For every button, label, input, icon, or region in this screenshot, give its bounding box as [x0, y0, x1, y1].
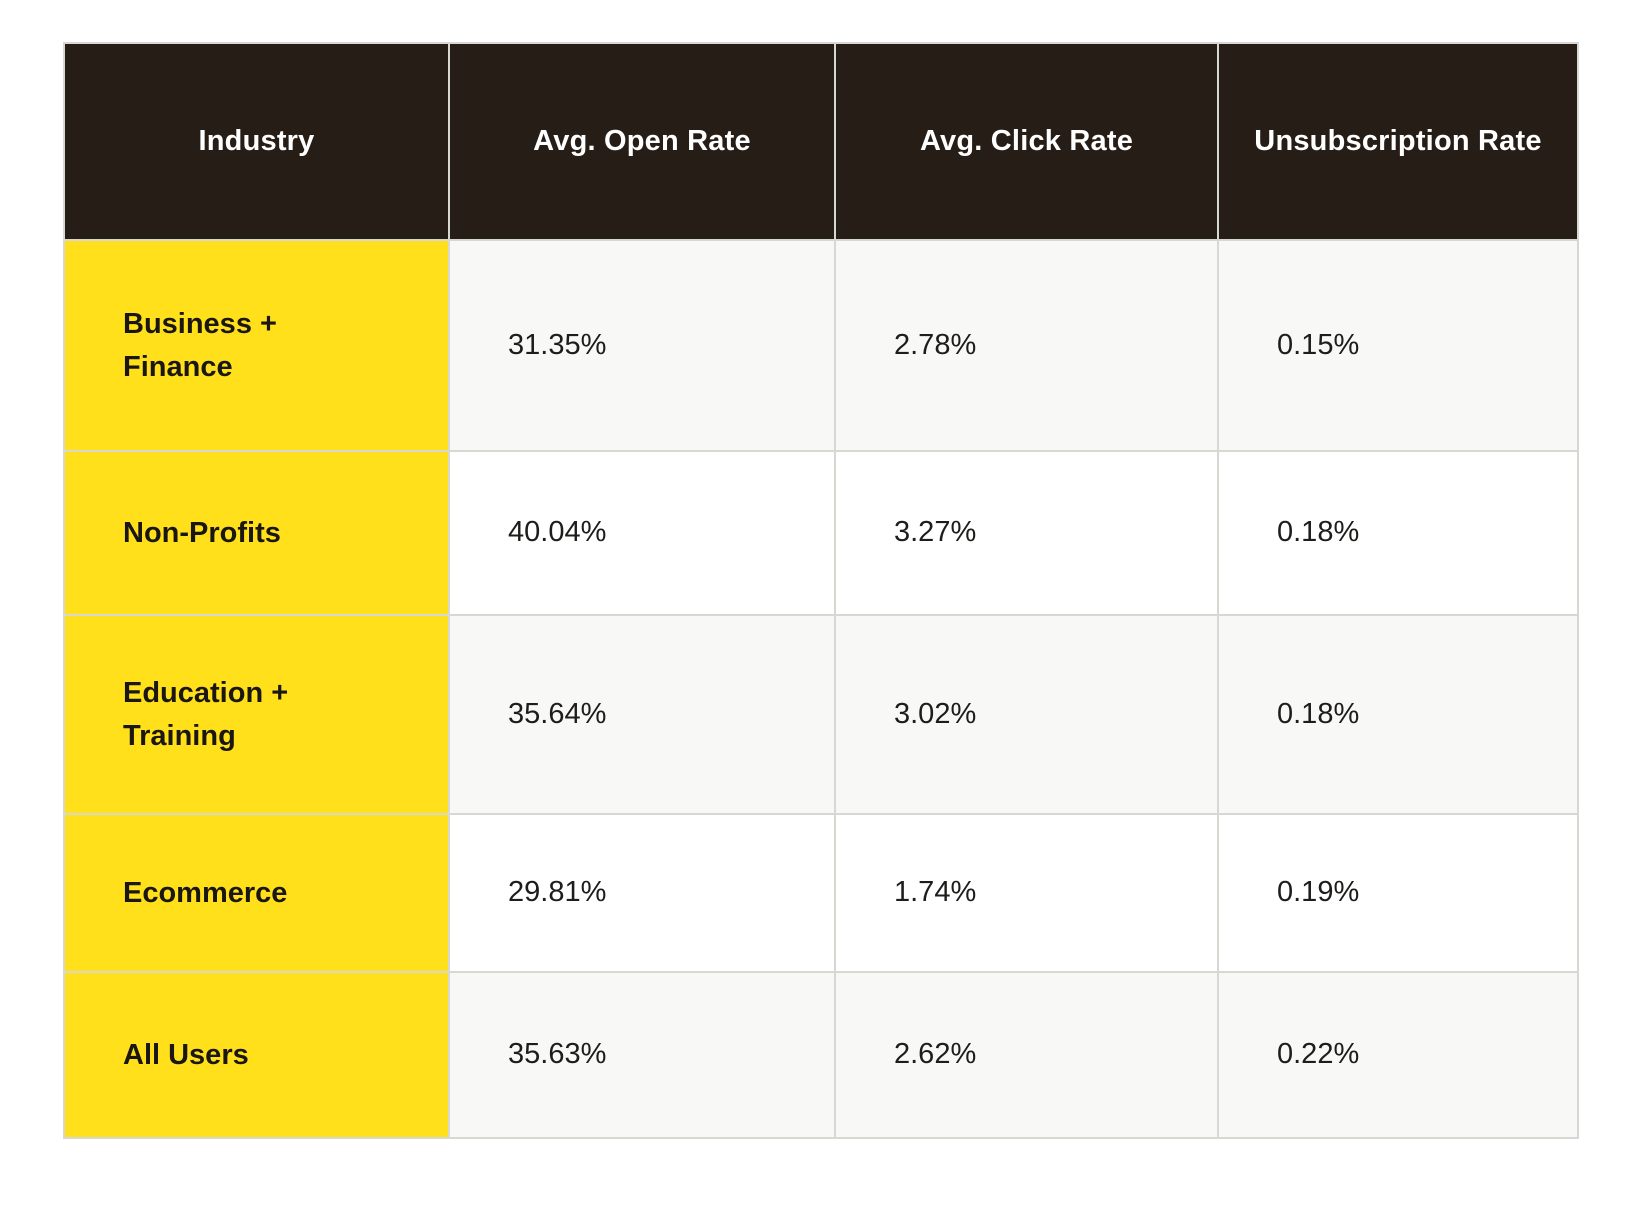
- click-rate-cell: 2.62%: [834, 971, 1219, 1139]
- page: Industry Avg. Open Rate Avg. Click Rate …: [63, 42, 1579, 1139]
- benchmark-table: Industry Avg. Open Rate Avg. Click Rate …: [63, 42, 1579, 1139]
- column-header-unsub-rate: Unsubscription Rate: [1217, 42, 1579, 241]
- column-header-click-rate: Avg. Click Rate: [834, 42, 1219, 241]
- industry-cell: All Users: [63, 971, 450, 1139]
- industry-cell: Non-Profits: [63, 450, 450, 616]
- open-rate-cell: 31.35%: [448, 239, 836, 452]
- column-header-open-rate: Avg. Open Rate: [448, 42, 836, 241]
- industry-cell: Ecommerce: [63, 813, 450, 973]
- table-row: Non-Profits 40.04% 3.27% 0.18%: [63, 450, 1579, 616]
- unsub-rate-cell: 0.18%: [1217, 450, 1579, 616]
- click-rate-cell: 3.02%: [834, 614, 1219, 815]
- open-rate-cell: 35.64%: [448, 614, 836, 815]
- click-rate-cell: 3.27%: [834, 450, 1219, 616]
- open-rate-cell: 35.63%: [448, 971, 836, 1139]
- unsub-rate-cell: 0.19%: [1217, 813, 1579, 973]
- table-row: Business + Finance 31.35% 2.78% 0.15%: [63, 239, 1579, 452]
- table-row: All Users 35.63% 2.62% 0.22%: [63, 971, 1579, 1139]
- open-rate-cell: 29.81%: [448, 813, 836, 973]
- table-row: Ecommerce 29.81% 1.74% 0.19%: [63, 813, 1579, 973]
- industry-cell: Business + Finance: [63, 239, 450, 452]
- unsub-rate-cell: 0.15%: [1217, 239, 1579, 452]
- column-header-industry: Industry: [63, 42, 450, 241]
- header-row: Industry Avg. Open Rate Avg. Click Rate …: [63, 42, 1579, 241]
- click-rate-cell: 1.74%: [834, 813, 1219, 973]
- industry-cell: Education + Training: [63, 614, 450, 815]
- open-rate-cell: 40.04%: [448, 450, 836, 616]
- unsub-rate-cell: 0.22%: [1217, 971, 1579, 1139]
- click-rate-cell: 2.78%: [834, 239, 1219, 452]
- table-row: Education + Training 35.64% 3.02% 0.18%: [63, 614, 1579, 815]
- unsub-rate-cell: 0.18%: [1217, 614, 1579, 815]
